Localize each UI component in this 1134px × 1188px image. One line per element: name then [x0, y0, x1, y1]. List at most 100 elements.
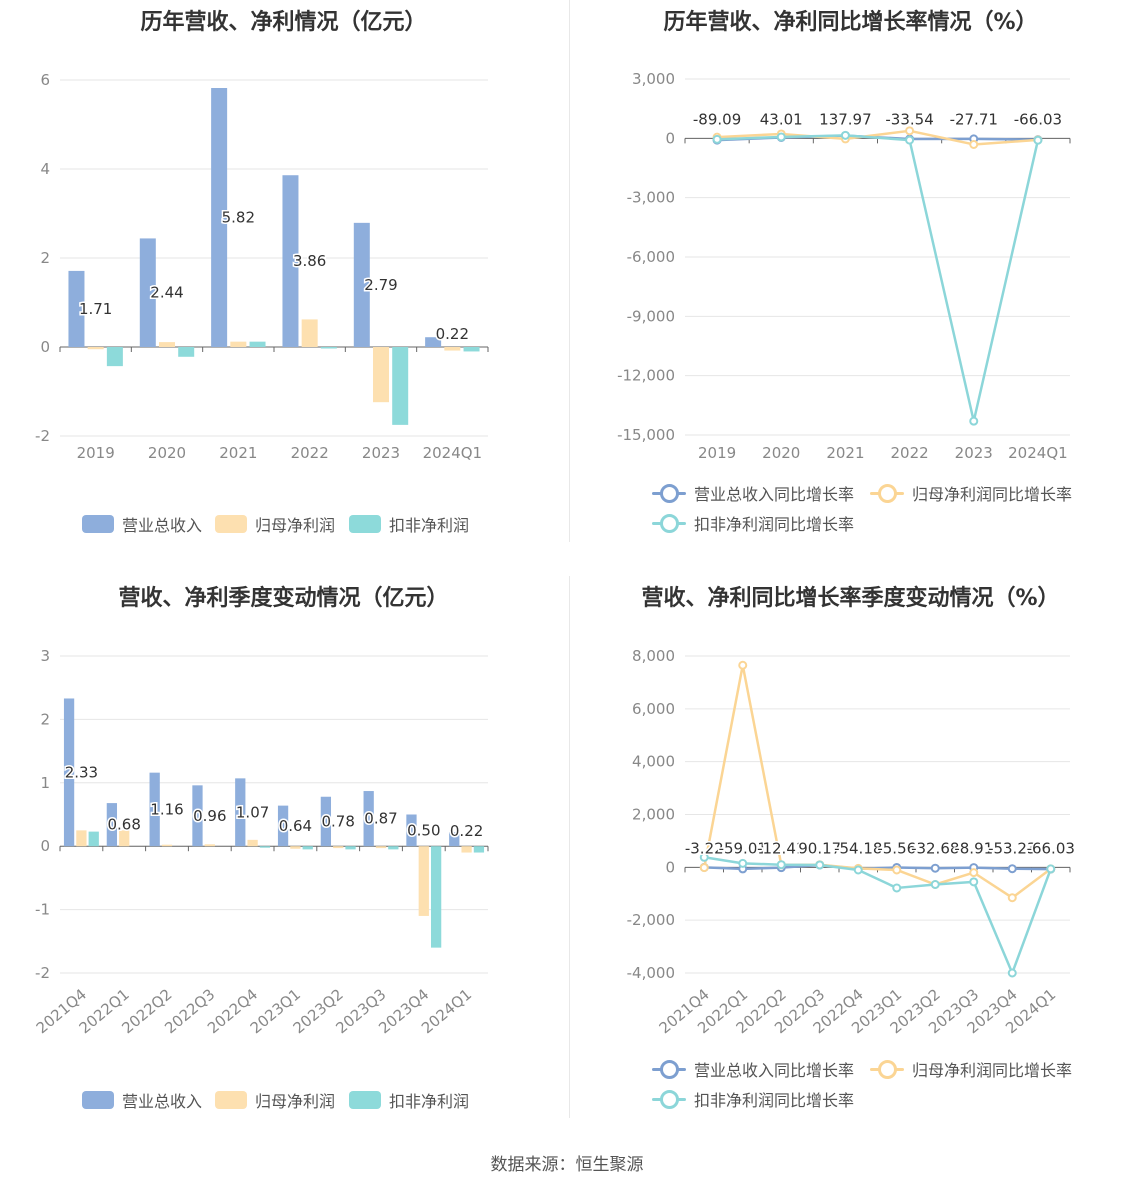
data-label: -5.56	[877, 839, 916, 857]
data-point	[905, 135, 915, 145]
data-label: -12.41	[757, 839, 805, 857]
legend-label: 扣非净利润	[389, 516, 470, 535]
data-label: 0.50	[407, 821, 440, 839]
y-tick-label: -12,000	[617, 367, 675, 385]
data-label: 1.07	[236, 803, 269, 821]
bar	[159, 342, 175, 347]
quarterly-growth-rate-chart: 8,0006,0004,0002,0000-2,000-4,0002021Q42…	[627, 647, 1077, 1037]
y-tick-label: -6,000	[627, 248, 675, 266]
x-tick-label: 2023	[362, 444, 400, 462]
legend-item[interactable]: 营业总收入同比增长率	[652, 481, 854, 505]
bar	[444, 347, 461, 351]
data-label: -66.03	[1027, 839, 1075, 857]
legend-item[interactable]: 营业总收入	[82, 512, 202, 536]
bar	[247, 839, 258, 847]
bar	[63, 698, 75, 847]
bar	[449, 832, 460, 847]
data-label: -27.71	[950, 110, 998, 128]
chart-legend: 营业总收入同比增长率 归母净利润同比增长率扣非净利润同比增长率	[567, 0, 1134, 560]
data-label: 2.79	[364, 276, 397, 294]
x-tick-label: 2024Q1	[1008, 444, 1068, 462]
y-tick-label: 4,000	[632, 753, 675, 771]
x-tick-label: 2020	[148, 444, 186, 462]
data-point	[930, 863, 940, 873]
data-point	[1007, 864, 1017, 874]
legend-item[interactable]: 扣非净利润	[349, 1088, 469, 1112]
data-label: -32.68	[911, 839, 959, 857]
data-point	[1033, 135, 1043, 145]
data-label: 137.97	[819, 110, 872, 128]
data-label: 43.01	[760, 110, 803, 128]
data-point	[776, 132, 786, 142]
bar	[320, 347, 337, 349]
bar	[68, 270, 85, 347]
data-label: 0.22	[450, 822, 483, 840]
chart-legend: 营业总收入 归母净利润 扣非净利润	[0, 0, 567, 560]
panel-divider	[569, 0, 570, 542]
legend-item[interactable]: 扣非净利润同比增长率	[652, 511, 854, 535]
legend-item[interactable]: 扣非净利润	[349, 512, 469, 536]
legend-label: 营业总收入同比增长率	[694, 485, 855, 504]
legend-swatch	[215, 515, 247, 533]
bar	[139, 238, 156, 347]
data-label: 0.87	[364, 810, 397, 828]
bar	[430, 846, 442, 948]
legend-item[interactable]: 归母净利润	[215, 512, 335, 536]
y-tick-label: -1	[35, 901, 50, 919]
annual-revenue-profit-chart: 6 4 2 0 -2 2019 2020 2021 2022 2023 2024Q1 1.71 2.44…	[35, 71, 489, 462]
data-label: 0.78	[321, 812, 354, 830]
data-label: 2.44	[150, 284, 183, 302]
y-tick-label: 6	[40, 71, 50, 89]
data-point	[1046, 864, 1056, 874]
legend-swatch	[349, 1091, 381, 1109]
legend-swatch	[215, 1091, 247, 1109]
legend-item[interactable]: 归母净利润	[215, 1088, 335, 1112]
legend-item[interactable]: 扣非净利润同比增长率	[652, 1087, 854, 1111]
bar	[290, 846, 301, 849]
data-label: 0.64	[279, 817, 312, 835]
legend-item[interactable]: 营业总收入	[82, 1088, 202, 1112]
legend-label: 归母净利润	[255, 1092, 336, 1111]
y-tick-label: 3	[40, 647, 50, 665]
bar	[333, 846, 344, 849]
bar	[463, 347, 480, 352]
x-tick-label: 2019	[698, 444, 736, 462]
bar	[375, 846, 387, 849]
legend-swatch	[82, 1091, 114, 1109]
bar	[192, 785, 203, 847]
y-tick-label: 3,000	[632, 70, 675, 88]
legend-item[interactable]: 归母净利润同比增长率	[870, 481, 1072, 505]
data-point	[1007, 968, 1017, 978]
chart-legend: 营业总收入 归母净利润 扣非净利润	[0, 576, 567, 1136]
data-label: 1.16	[150, 800, 183, 818]
y-tick-label: 8,000	[632, 647, 675, 665]
bar	[161, 844, 173, 847]
legend-swatch	[652, 483, 686, 503]
legend-swatch	[652, 1059, 686, 1079]
data-point	[892, 865, 902, 875]
data-point	[969, 416, 979, 426]
annual-growth-rate-chart: 3,000 0 -3,000 -6,000 -9,000 -12,000 -15,000 20…	[617, 70, 1071, 462]
x-tick-label: 2020	[762, 444, 800, 462]
chart-title: 营收、净利季度变动情况（亿元）	[118, 586, 449, 611]
annual-growth-rate-panel: 历年营收、净利同比增长率情况（%） 3,000 0 -3,000 -6,000 -9,0…	[567, 0, 1134, 560]
bar	[106, 347, 123, 367]
bar	[230, 341, 247, 347]
y-tick-label: 4	[40, 160, 50, 178]
data-label: 0.68	[107, 816, 140, 834]
data-label: -3.22	[685, 839, 724, 857]
legend-label: 归母净利润同比增长率	[912, 485, 1073, 504]
legend-swatch	[349, 515, 381, 533]
data-point	[738, 858, 748, 868]
legend-label: 归母净利润同比增长率	[912, 1061, 1073, 1080]
series-line	[703, 663, 1052, 899]
bar	[235, 778, 246, 847]
legend-item[interactable]: 营业总收入同比增长率	[652, 1057, 854, 1081]
legend-label: 扣非净利润同比增长率	[694, 515, 855, 534]
series-line	[704, 856, 1052, 975]
y-tick-label: 0	[40, 338, 50, 356]
legend-item[interactable]: 归母净利润同比增长率	[870, 1057, 1072, 1081]
panel-divider	[569, 576, 570, 1118]
y-tick-label: 2,000	[632, 806, 675, 824]
data-point	[738, 660, 748, 670]
